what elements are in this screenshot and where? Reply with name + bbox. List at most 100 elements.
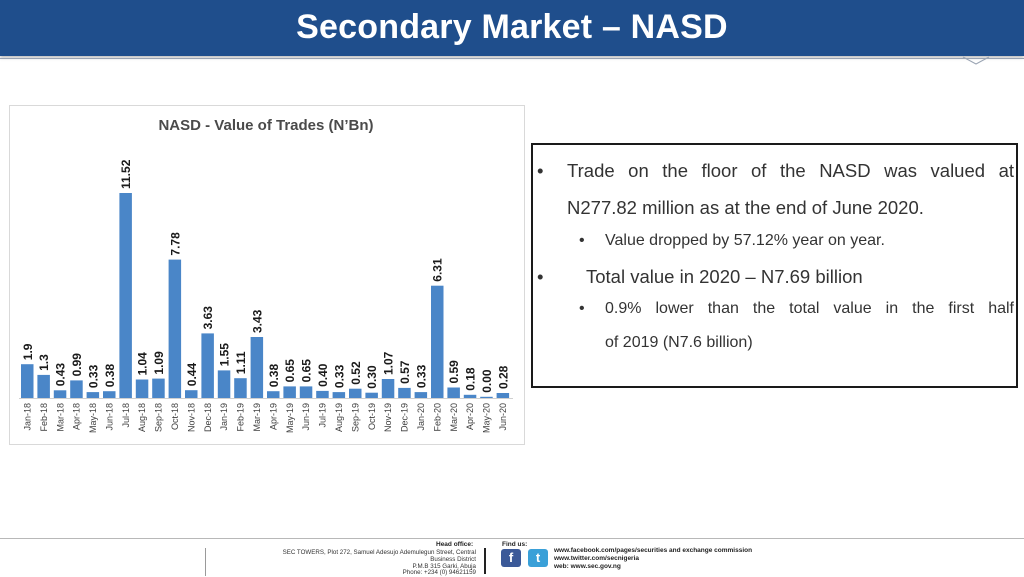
bar-may-18 bbox=[86, 392, 100, 398]
footer-links: www.facebook.com/pages/securities and ex… bbox=[554, 547, 752, 571]
website-link[interactable]: web: www.sec.gov.ng bbox=[554, 563, 621, 570]
category-label-may-18: May-18 bbox=[88, 403, 98, 433]
value-label-feb-20: 6.31 bbox=[431, 258, 445, 282]
category-label-feb-19: Feb-19 bbox=[236, 403, 246, 432]
bar-apr-18 bbox=[70, 380, 83, 398]
bullet-dot-icon: • bbox=[537, 160, 544, 181]
bar-oct-19 bbox=[365, 392, 378, 398]
bar-dec-18 bbox=[201, 333, 214, 398]
category-label-apr-19: Apr-19 bbox=[268, 403, 278, 430]
value-label-apr-20: 0.18 bbox=[464, 367, 478, 391]
value-label-sep-19: 0.52 bbox=[349, 361, 363, 385]
bar-sep-18 bbox=[152, 378, 165, 398]
value-label-jun-18: 0.38 bbox=[103, 364, 117, 388]
bullet-text: 0.9% lower than the total value in the f… bbox=[605, 300, 1014, 317]
category-label-jul-18: Jul-18 bbox=[121, 403, 131, 428]
category-label-jan-20: Jan-20 bbox=[416, 403, 426, 431]
phone-number: Phone: +234 (0) 94621159 bbox=[402, 569, 476, 576]
bullet-dot-icon: • bbox=[579, 300, 585, 317]
value-label-jan-20: 0.33 bbox=[414, 364, 428, 388]
category-label-dec-18: Dec-18 bbox=[203, 403, 213, 432]
category-label-may-19: May-19 bbox=[285, 403, 295, 433]
category-label-jun-19: Jun-19 bbox=[301, 403, 311, 431]
value-label-jul-18: 11.52 bbox=[119, 159, 133, 189]
category-label-mar-20: Mar-20 bbox=[449, 403, 459, 432]
category-label-jan-19: Jan-19 bbox=[219, 403, 229, 431]
value-label-jan-18: 1.9 bbox=[21, 343, 35, 360]
bar-jun-18 bbox=[103, 391, 116, 398]
value-label-jan-19: 1.55 bbox=[218, 343, 232, 367]
value-label-aug-19: 0.33 bbox=[332, 364, 346, 388]
value-label-may-18: 0.33 bbox=[86, 364, 100, 388]
bullet-text: Total value in 2020 – N7.69 billion bbox=[586, 266, 863, 287]
bar-jun-20 bbox=[496, 393, 510, 398]
value-label-mar-19: 3.43 bbox=[250, 309, 264, 333]
bar-aug-18 bbox=[135, 379, 149, 398]
category-label-dec-19: Dec-19 bbox=[400, 403, 410, 432]
category-label-sep-18: Sep-18 bbox=[154, 403, 164, 432]
value-label-feb-19: 1.11 bbox=[234, 351, 248, 374]
facebook-link[interactable]: www.facebook.com/pages/securities and ex… bbox=[554, 547, 753, 554]
category-label-nov-19: Nov-19 bbox=[383, 403, 393, 432]
footer-vertical-divider bbox=[205, 548, 206, 576]
address-line-3: P.M.B 315 Garki, Abuja bbox=[412, 563, 476, 570]
bar-mar-20 bbox=[447, 387, 460, 398]
footer-separator bbox=[484, 548, 486, 574]
value-label-oct-18: 7.78 bbox=[168, 232, 182, 256]
bar-dec-19 bbox=[398, 387, 411, 398]
bar-may-19 bbox=[283, 386, 296, 398]
category-label-may-20: May-20 bbox=[482, 403, 492, 433]
bar-mar-18 bbox=[53, 390, 67, 398]
category-label-feb-18: Feb-18 bbox=[39, 403, 49, 432]
bar-oct-18 bbox=[168, 259, 182, 398]
bullet-text: N277.82 million as at the end of June 20… bbox=[567, 197, 924, 218]
bar-jul-18 bbox=[119, 193, 132, 398]
address-line-1: SEC TOWERS, Plot 272, Samuel Adesujo Ade… bbox=[282, 549, 476, 556]
slide-title: Secondary Market – NASD bbox=[296, 8, 728, 46]
bar-apr-20 bbox=[463, 394, 477, 398]
bar-feb-20 bbox=[431, 285, 444, 398]
value-label-jun-19: 0.65 bbox=[300, 359, 314, 383]
category-label-apr-20: Apr-20 bbox=[465, 403, 475, 430]
value-label-jul-19: 0.40 bbox=[316, 363, 330, 387]
bar-apr-19 bbox=[267, 391, 280, 398]
address-line-2: Business District bbox=[430, 556, 476, 563]
chart-title: NASD - Value of Trades (N’Bn) bbox=[158, 117, 374, 134]
find-us-label: Find us: bbox=[502, 541, 528, 548]
twitter-link[interactable]: www.twitter.com/secnigeria bbox=[554, 555, 640, 562]
twitter-icon[interactable]: t bbox=[528, 549, 548, 567]
category-label-jun-18: Jun-18 bbox=[105, 403, 115, 431]
value-label-mar-18: 0.43 bbox=[54, 363, 68, 387]
category-label-jun-20: Jun-20 bbox=[498, 403, 508, 431]
bullet-text: Trade on the floor of the NASD was value… bbox=[567, 160, 1014, 181]
category-label-aug-19: Aug-19 bbox=[334, 403, 344, 432]
bar-sep-19 bbox=[349, 388, 362, 398]
category-label-oct-19: Oct-19 bbox=[367, 403, 377, 430]
value-label-feb-18: 1.3 bbox=[37, 354, 51, 371]
value-label-apr-19: 0.38 bbox=[267, 364, 281, 388]
head-office-label: Head office: bbox=[436, 541, 474, 548]
category-label-mar-19: Mar-19 bbox=[252, 403, 262, 432]
bar-jan-19 bbox=[217, 370, 231, 398]
bullet-dot-icon: • bbox=[537, 266, 544, 287]
bar-feb-18 bbox=[37, 374, 50, 398]
value-label-may-20: 0.00 bbox=[480, 369, 494, 393]
category-label-jul-19: Jul-19 bbox=[318, 403, 328, 428]
value-label-mar-20: 0.59 bbox=[447, 360, 461, 384]
bar-jan-18 bbox=[21, 364, 34, 398]
category-label-sep-19: Sep-19 bbox=[350, 403, 360, 432]
category-label-oct-18: Oct-18 bbox=[170, 403, 180, 430]
bar-may-20 bbox=[480, 396, 493, 398]
value-label-dec-19: 0.57 bbox=[398, 360, 412, 384]
summary-box bbox=[531, 143, 1018, 388]
value-label-nov-19: 1.07 bbox=[382, 351, 396, 375]
value-label-may-19: 0.65 bbox=[283, 359, 297, 383]
bar-feb-19 bbox=[234, 378, 247, 398]
bar-jun-19 bbox=[299, 386, 313, 398]
bullet-text: of 2019 (N7.6 billion) bbox=[605, 334, 753, 351]
category-label-aug-18: Aug-18 bbox=[137, 403, 147, 432]
value-label-aug-18: 1.04 bbox=[136, 352, 150, 376]
value-label-dec-18: 3.63 bbox=[201, 306, 215, 330]
bullet-dot-icon: • bbox=[579, 232, 585, 249]
facebook-icon[interactable]: f bbox=[501, 549, 521, 567]
